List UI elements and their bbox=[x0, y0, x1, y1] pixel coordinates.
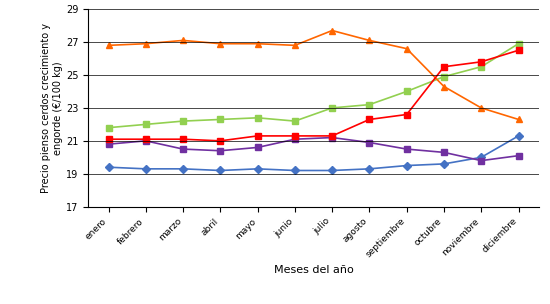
2007 bbox=[142, 123, 149, 126]
Y-axis label: Precio pienso cerdos crecimiento y
engorde (€/100 kg): Precio pienso cerdos crecimiento y engor… bbox=[41, 23, 63, 193]
2009 bbox=[217, 149, 224, 153]
2006 bbox=[441, 162, 447, 166]
2008 bbox=[142, 42, 149, 46]
2009 bbox=[366, 141, 373, 144]
2010 bbox=[441, 65, 447, 69]
2009 bbox=[478, 159, 485, 162]
2006 bbox=[329, 169, 336, 172]
2006 bbox=[142, 167, 149, 171]
2009 bbox=[254, 146, 261, 149]
2007 bbox=[292, 119, 298, 123]
2008 bbox=[292, 43, 298, 47]
2006 bbox=[366, 167, 373, 171]
2009 bbox=[105, 142, 112, 146]
2008 bbox=[217, 42, 224, 46]
2009 bbox=[292, 137, 298, 141]
2008 bbox=[441, 85, 447, 88]
2007 bbox=[366, 103, 373, 106]
2006 bbox=[254, 167, 261, 171]
2007 bbox=[254, 116, 261, 120]
2009 bbox=[329, 136, 336, 140]
2010 bbox=[515, 48, 522, 52]
2010 bbox=[403, 113, 410, 116]
2008 bbox=[403, 47, 410, 50]
2009 bbox=[515, 154, 522, 157]
2007 bbox=[329, 106, 336, 110]
Line: 2007: 2007 bbox=[106, 41, 521, 130]
2006 bbox=[105, 165, 112, 169]
2010 bbox=[292, 134, 298, 138]
2006 bbox=[180, 167, 186, 171]
2010 bbox=[105, 137, 112, 141]
2008 bbox=[254, 42, 261, 46]
2010 bbox=[142, 137, 149, 141]
Line: 2008: 2008 bbox=[106, 28, 521, 122]
Line: 2010: 2010 bbox=[106, 47, 521, 143]
2007 bbox=[403, 90, 410, 93]
Line: 2009: 2009 bbox=[106, 135, 521, 163]
2006 bbox=[217, 169, 224, 172]
2008 bbox=[515, 118, 522, 121]
2010 bbox=[217, 139, 224, 143]
2006 bbox=[403, 164, 410, 168]
2006 bbox=[515, 134, 522, 138]
2009 bbox=[441, 150, 447, 154]
2006 bbox=[478, 156, 485, 159]
2007 bbox=[180, 119, 186, 123]
2007 bbox=[441, 75, 447, 78]
2010 bbox=[478, 60, 485, 64]
2010 bbox=[180, 137, 186, 141]
Line: 2006: 2006 bbox=[106, 133, 521, 173]
2007 bbox=[515, 42, 522, 46]
2007 bbox=[478, 65, 485, 69]
2008 bbox=[366, 39, 373, 42]
2007 bbox=[105, 126, 112, 130]
X-axis label: Meses del año: Meses del año bbox=[274, 265, 353, 275]
2008 bbox=[478, 106, 485, 110]
2007 bbox=[217, 118, 224, 121]
2009 bbox=[403, 147, 410, 151]
2010 bbox=[329, 134, 336, 138]
2008 bbox=[180, 39, 186, 42]
2008 bbox=[329, 29, 336, 32]
2010 bbox=[366, 118, 373, 121]
2009 bbox=[180, 147, 186, 151]
2006 bbox=[292, 169, 298, 172]
2010 bbox=[254, 134, 261, 138]
2009 bbox=[142, 139, 149, 143]
2008 bbox=[105, 43, 112, 47]
